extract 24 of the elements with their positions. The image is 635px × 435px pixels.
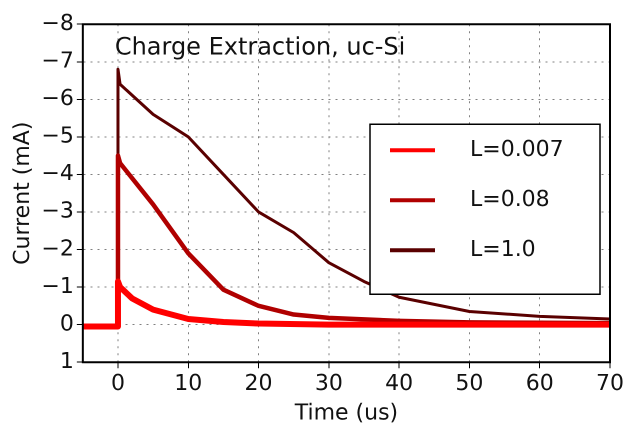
x-tick-label: 0 (110, 371, 125, 396)
y-tick-label: 0 (60, 311, 74, 336)
y-tick-label: −1 (41, 274, 74, 299)
y-axis-title: Current (mA) (10, 122, 35, 265)
x-tick-label: 10 (174, 371, 202, 396)
y-tick-label: −3 (41, 198, 74, 224)
annotation: Charge Extraction, uc-Si (114, 32, 406, 60)
y-tick-label: 1 (60, 348, 74, 374)
x-tick-label: 30 (314, 371, 343, 396)
legend-label: L=0.08 (470, 186, 550, 212)
legend-label: L=1.0 (470, 236, 536, 262)
x-tick-label: 20 (244, 371, 273, 396)
y-tick-label: −8 (41, 10, 74, 36)
x-tick-label: 70 (596, 371, 624, 396)
x-tick-label: 40 (385, 371, 414, 396)
x-tick-label: 50 (455, 371, 484, 396)
y-tick-label: −7 (41, 48, 74, 74)
y-tick-label: −6 (41, 86, 74, 112)
x-tick-label: 60 (526, 371, 554, 396)
y-tick-label: −4 (41, 161, 74, 186)
y-tick-label: −5 (41, 124, 74, 149)
y-tick-label: −2 (41, 236, 74, 262)
legend-label: L=0.007 (470, 136, 564, 162)
x-axis-title: Time (us) (294, 400, 398, 426)
